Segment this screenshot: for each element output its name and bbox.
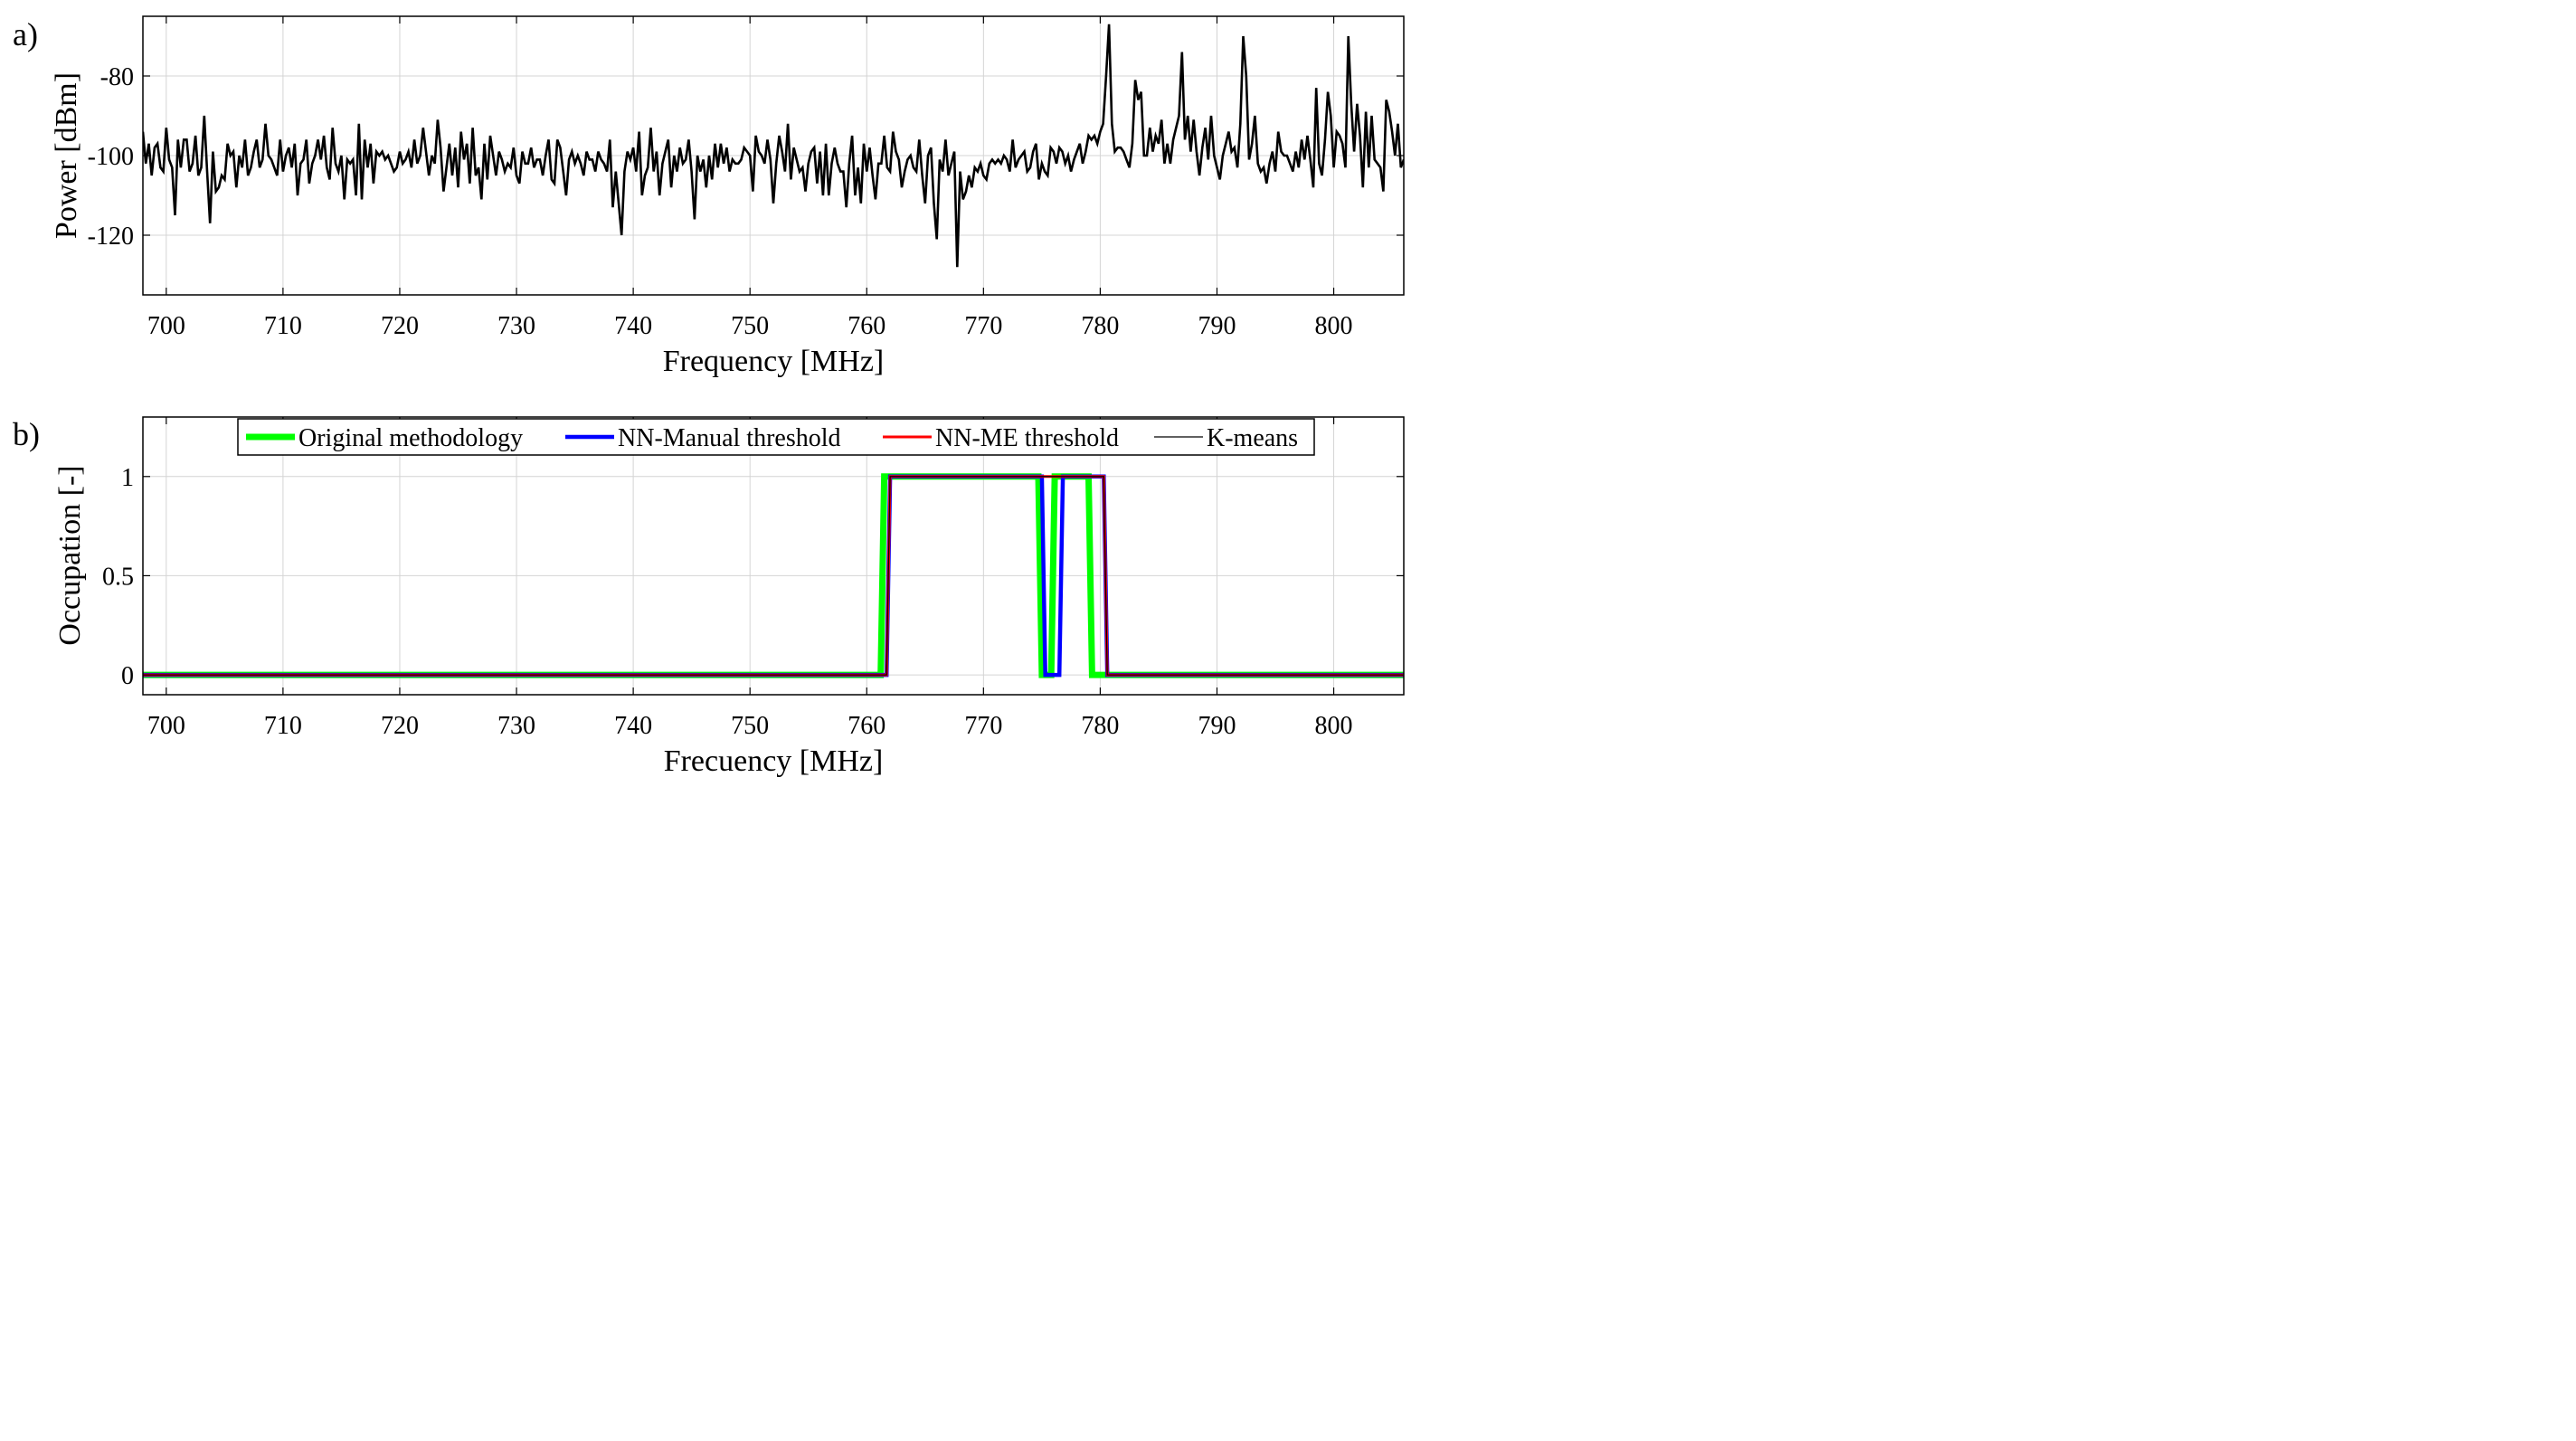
legend-box [237, 418, 1315, 456]
panel-b-axes-frame [142, 416, 1405, 696]
series-line-k-means [143, 476, 1404, 676]
x-tick-label: 790 [1198, 712, 1236, 740]
legend-entry: Original methodology [298, 424, 523, 452]
panel-b-y-tick-labels: 00.51 [102, 464, 134, 690]
panel-b-chart: b) 700 710 720 730 740 750 760 770 780 790 800 00.… [13, 416, 1405, 778]
panel-b-label: b) [13, 416, 40, 452]
x-tick-label: 750 [731, 312, 769, 340]
panel-b-x-axis-label: Frecuency [MHz] [664, 744, 884, 778]
panel-b-x-tick-labels: 700 710 720 730 740 750 760 770 780 790 800 [147, 712, 1353, 740]
x-tick-label: 800 [1315, 712, 1353, 740]
panel-a-chart: a) 700 710 720 730 740 750 760 770 780 790 800 -80… [13, 15, 1405, 378]
legend-entry: NN-ME threshold [935, 424, 1119, 452]
y-tick-label: -80 [100, 63, 134, 91]
panel-b-plot-area [143, 473, 1404, 678]
panel-a-axes-frame [142, 15, 1405, 296]
panel-a-plot-area [143, 24, 1404, 268]
x-tick-label: 760 [848, 312, 886, 340]
x-tick-label: 710 [264, 712, 302, 740]
panel-b-y-axis-label: Occupation [-] [53, 465, 87, 645]
x-tick-label: 720 [381, 712, 419, 740]
x-tick-label: 700 [147, 312, 185, 340]
y-tick-label: -100 [88, 143, 134, 171]
x-tick-label: 730 [497, 712, 535, 740]
x-tick-label: 700 [147, 712, 185, 740]
x-tick-label: 760 [848, 712, 886, 740]
panel-b-legend: Original methodology NN-Manual threshold N… [237, 418, 1315, 456]
legend-entry: NN-Manual threshold [618, 424, 841, 452]
y-tick-label: 0 [121, 662, 134, 690]
x-tick-label: 710 [264, 312, 302, 340]
x-tick-label: 730 [497, 312, 535, 340]
panel-a-y-axis-label: Power [dBm] [50, 72, 83, 239]
x-tick-label: 750 [731, 712, 769, 740]
x-tick-label: 790 [1198, 312, 1236, 340]
panel-a-y-tick-labels: -80 -100 -120 [88, 63, 134, 251]
panel-a-x-axis-label: Frequency [MHz] [663, 345, 885, 378]
legend-entry: K-means [1207, 424, 1298, 452]
y-tick-label: 1 [121, 464, 134, 492]
figure: a) 700 710 720 730 740 750 760 770 780 790 800 -80… [13, 15, 1405, 778]
panel-a-x-tick-labels: 700 710 720 730 740 750 760 770 780 790 800 [147, 312, 1353, 340]
x-tick-label: 770 [964, 712, 1002, 740]
x-tick-label: 800 [1315, 312, 1353, 340]
x-tick-label: 770 [964, 312, 1002, 340]
x-tick-label: 740 [614, 312, 652, 340]
x-tick-label: 780 [1081, 312, 1119, 340]
x-tick-label: 780 [1081, 712, 1119, 740]
y-tick-label: 0.5 [102, 563, 134, 591]
x-tick-label: 720 [381, 312, 419, 340]
series-line-power-spectrum [143, 24, 1404, 268]
panel-a-label: a) [13, 16, 38, 52]
panel-b-gridlines [143, 417, 1404, 695]
x-tick-label: 740 [614, 712, 652, 740]
y-tick-label: -120 [88, 223, 134, 251]
